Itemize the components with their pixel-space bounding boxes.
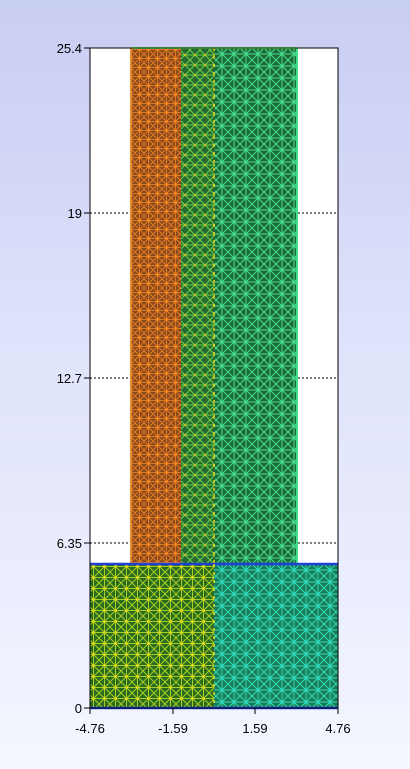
upper-column-mesh [130, 47, 298, 564]
x-tick-label--4.76: -4.76 [75, 721, 105, 736]
lower-block-right-region [214, 564, 338, 708]
upper-column-mid-region [181, 48, 215, 564]
x-tick-marks [89, 708, 339, 714]
y-tick-label-0: 0 [75, 701, 82, 716]
upper-column-green-region [215, 48, 297, 564]
lower-block-mesh [90, 562, 338, 710]
x-tick-label-1.59: 1.59 [242, 721, 267, 736]
y-tick-label-19: 19 [68, 206, 82, 221]
y-tick-label-6.35: 6.35 [57, 536, 82, 551]
x-tick-label-4.76: 4.76 [325, 721, 350, 736]
y-tick-label-25.4: 25.4 [57, 41, 82, 56]
lower-block-left-region [90, 564, 214, 708]
upper-column-orange-region [131, 48, 181, 564]
y-tick-label-12.7: 12.7 [57, 371, 82, 386]
y-tick-marks [84, 47, 90, 709]
x-tick-label--1.59: -1.59 [158, 721, 188, 736]
